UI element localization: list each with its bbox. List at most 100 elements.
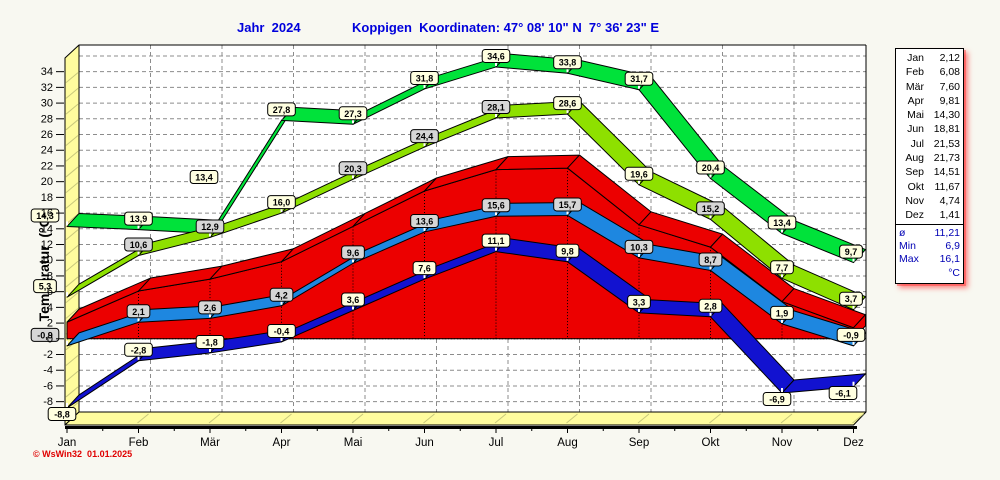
- floor-hatch: [494, 413, 507, 424]
- legend-summary-value: °C: [948, 266, 960, 279]
- wall-hatch: [65, 72, 79, 84]
- y-tick-label: 30: [41, 98, 53, 110]
- legend-month-label: Aug: [905, 152, 924, 165]
- value-badge-avg_min: [624, 239, 654, 254]
- chart-title-year: Jahr 2024: [237, 20, 301, 35]
- wall-hatch: [65, 229, 79, 241]
- value-badge-label: 2,1: [132, 307, 145, 317]
- floor-hatch: [137, 413, 149, 424]
- value-badge-min: [627, 294, 651, 309]
- x-tick-label: Mai: [344, 437, 363, 449]
- value-badge-label: 15,6: [487, 201, 505, 211]
- wall-hatch: [65, 87, 79, 99]
- value-badge-label: 13,6: [416, 216, 434, 226]
- legend-row: Mär 7,60: [899, 80, 960, 94]
- y-tick-label: -2: [43, 349, 53, 361]
- value-badge-label: 27,3: [344, 109, 362, 119]
- floor-hatch: [566, 413, 578, 424]
- value-badge-min: [828, 386, 858, 400]
- legend-summary-label: [899, 267, 920, 280]
- x-tick-label: Apr: [273, 437, 291, 449]
- wall-hatch: [65, 370, 79, 382]
- x-tick-label: Jul: [489, 437, 504, 449]
- value-badge-max: [30, 208, 60, 223]
- y-tick-label: 24: [41, 145, 53, 157]
- value-badge-avg_min: [410, 213, 439, 228]
- wall-hatch: [65, 292, 79, 304]
- floor-hatch: [423, 413, 435, 424]
- legend-row: Okt 11,67: [899, 180, 960, 194]
- floor-hatch: [637, 413, 650, 424]
- floor-hatch: [280, 413, 292, 424]
- legend-summary-values: ø 11,21 Min 6,9 Max 16,1 °C: [896, 223, 963, 284]
- legend-row: Aug 21,73: [899, 151, 960, 165]
- legend-row: Nov 4,74: [899, 194, 960, 208]
- value-badge-max: [481, 48, 511, 63]
- floor-hatch: [852, 413, 864, 424]
- value-badge-label: 7,7: [776, 263, 789, 273]
- area-top-mean: [495, 154, 580, 171]
- value-badge-label: 24,4: [416, 132, 434, 142]
- value-badge-avg_max: [410, 129, 439, 144]
- value-badge-avg_max: [770, 260, 794, 275]
- legend-row: Mai 14,30: [899, 108, 960, 122]
- value-badge-avg_max: [33, 279, 57, 294]
- legend-month-label: Feb: [905, 66, 924, 79]
- value-badge-avg_min: [698, 252, 723, 267]
- legend-summary-row: °C: [899, 267, 960, 280]
- value-badge-label: 20,4: [702, 163, 720, 173]
- y-tick-label: 32: [41, 82, 53, 94]
- value-badge-label: 3,3: [633, 297, 646, 307]
- value-badge-label: 2,8: [704, 301, 717, 311]
- value-badge-max: [189, 170, 219, 184]
- y-tick-label: 22: [41, 160, 53, 172]
- wall-hatch: [65, 260, 79, 272]
- y-tick-label: 0: [47, 333, 53, 345]
- value-badge-label: 2,6: [204, 303, 217, 313]
- value-badge-label: 20,3: [344, 164, 362, 174]
- legend-month-label: Sep: [905, 166, 924, 179]
- value-badge-min: [124, 342, 153, 357]
- wall-hatch: [65, 182, 79, 194]
- value-badge-avg_max: [481, 100, 511, 115]
- legend-month-label: Okt: [907, 180, 924, 193]
- value-badge-label: -2,8: [131, 345, 147, 355]
- value-badge-label: 28,6: [559, 99, 577, 109]
- value-badge-label: -0,9: [843, 330, 859, 340]
- value-badge-label: 16,0: [273, 198, 291, 208]
- value-badge-min: [412, 261, 437, 276]
- value-badge-max: [767, 215, 797, 230]
- legend-month-value: 14,51: [933, 166, 960, 179]
- value-badge-label: -1,8: [202, 337, 218, 347]
- value-badge-min: [481, 233, 511, 248]
- y-tick-label: 8: [47, 270, 53, 282]
- legend-month-label: Jun: [907, 123, 924, 136]
- legend-row: Feb 6,08: [899, 65, 960, 79]
- value-badge-label: 13,4: [195, 173, 213, 183]
- value-badge-avg_min: [198, 300, 222, 315]
- value-badge-avg_min: [30, 327, 60, 342]
- legend-summary-row: Max 16,1: [899, 253, 960, 266]
- value-badge-label: -8,8: [54, 410, 70, 420]
- x-tick-label: Mär: [200, 437, 220, 449]
- value-badge-label: 19,6: [630, 169, 648, 179]
- value-badge-label: -0,4: [274, 326, 290, 336]
- legend-month-value: 21,53: [933, 137, 960, 150]
- wall-hatch: [65, 245, 79, 256]
- legend-summary-label: Max: [899, 253, 919, 266]
- value-badge-avg_min: [481, 198, 511, 213]
- value-badge-label: 10,3: [630, 242, 648, 252]
- value-badge-min: [762, 392, 792, 406]
- value-badge-label: 10,6: [130, 240, 148, 250]
- y-tick-label: 34: [41, 66, 53, 78]
- legend-row: Sep 14,51: [899, 165, 960, 179]
- legend-row: Dez 1,41: [899, 208, 960, 222]
- value-badge-label: 27,8: [273, 105, 291, 115]
- value-badge-label: 9,8: [561, 246, 574, 256]
- legend-month-value: 14,30: [933, 109, 960, 122]
- value-badge-max: [338, 106, 368, 121]
- wall-hatch: [65, 276, 79, 288]
- floor-hatch: [351, 413, 364, 424]
